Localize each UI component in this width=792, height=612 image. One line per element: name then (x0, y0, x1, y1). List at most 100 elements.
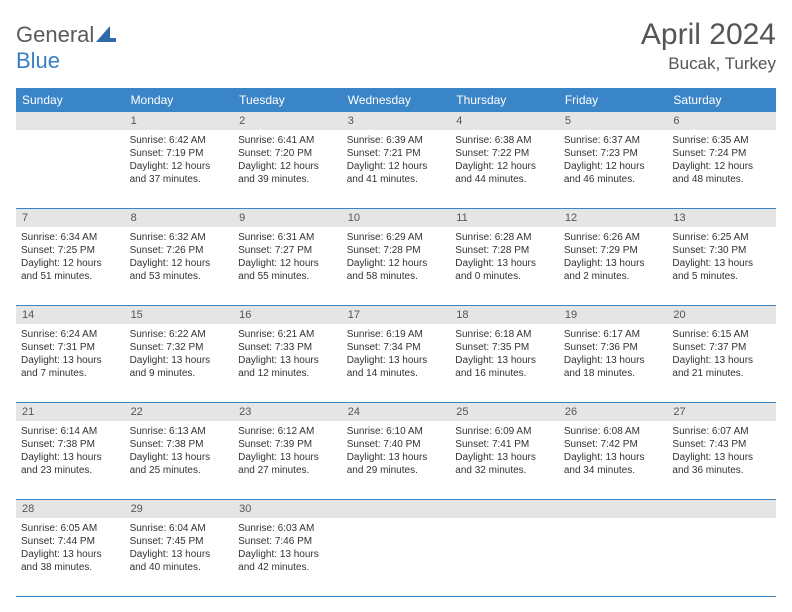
day-number: 13 (667, 209, 776, 227)
day-cell: Sunrise: 6:04 AMSunset: 7:45 PMDaylight:… (125, 518, 234, 596)
day-cell: Sunrise: 6:29 AMSunset: 7:28 PMDaylight:… (342, 227, 451, 305)
daylight-text: Daylight: 13 hours and 40 minutes. (130, 548, 229, 574)
sunrise-text: Sunrise: 6:26 AM (564, 231, 663, 244)
sunset-text: Sunset: 7:28 PM (347, 244, 446, 257)
day-cell: Sunrise: 6:26 AMSunset: 7:29 PMDaylight:… (559, 227, 668, 305)
weekday-header: Monday (125, 88, 234, 112)
sunset-text: Sunset: 7:36 PM (564, 341, 663, 354)
day-number-row: 21222324252627 (16, 403, 776, 421)
page-header: General Blue April 2024 Bucak, Turkey (16, 18, 776, 74)
daylight-text: Daylight: 12 hours and 37 minutes. (130, 160, 229, 186)
day-cell: Sunrise: 6:08 AMSunset: 7:42 PMDaylight:… (559, 421, 668, 499)
daylight-text: Daylight: 12 hours and 39 minutes. (238, 160, 337, 186)
logo-text-gray: General (16, 22, 94, 47)
title-block: April 2024 Bucak, Turkey (641, 18, 776, 74)
sunset-text: Sunset: 7:40 PM (347, 438, 446, 451)
sunrise-text: Sunrise: 6:15 AM (672, 328, 771, 341)
day-cell (667, 518, 776, 596)
sunrise-text: Sunrise: 6:28 AM (455, 231, 554, 244)
day-number: 21 (16, 403, 125, 421)
sunset-text: Sunset: 7:37 PM (672, 341, 771, 354)
sunrise-text: Sunrise: 6:07 AM (672, 425, 771, 438)
day-number: 9 (233, 209, 342, 227)
day-cell: Sunrise: 6:24 AMSunset: 7:31 PMDaylight:… (16, 324, 125, 402)
day-number: 1 (125, 112, 234, 130)
daylight-text: Daylight: 13 hours and 18 minutes. (564, 354, 663, 380)
day-cell: Sunrise: 6:05 AMSunset: 7:44 PMDaylight:… (16, 518, 125, 596)
weekday-header-row: Sunday Monday Tuesday Wednesday Thursday… (16, 88, 776, 112)
sunset-text: Sunset: 7:33 PM (238, 341, 337, 354)
daylight-text: Daylight: 12 hours and 48 minutes. (672, 160, 771, 186)
sunrise-text: Sunrise: 6:31 AM (238, 231, 337, 244)
day-number: 30 (233, 500, 342, 518)
sunset-text: Sunset: 7:46 PM (238, 535, 337, 548)
sunrise-text: Sunrise: 6:05 AM (21, 522, 120, 535)
sunrise-text: Sunrise: 6:17 AM (564, 328, 663, 341)
day-cell: Sunrise: 6:13 AMSunset: 7:38 PMDaylight:… (125, 421, 234, 499)
sunset-text: Sunset: 7:31 PM (21, 341, 120, 354)
sunrise-text: Sunrise: 6:32 AM (130, 231, 229, 244)
sunset-text: Sunset: 7:44 PM (21, 535, 120, 548)
day-number-row: 123456 (16, 112, 776, 130)
day-number-row: 78910111213 (16, 209, 776, 227)
sunset-text: Sunset: 7:23 PM (564, 147, 663, 160)
day-cell: Sunrise: 6:41 AMSunset: 7:20 PMDaylight:… (233, 130, 342, 208)
day-number: 12 (559, 209, 668, 227)
day-cell: Sunrise: 6:22 AMSunset: 7:32 PMDaylight:… (125, 324, 234, 402)
logo-text-blue: Blue (16, 48, 60, 73)
sunset-text: Sunset: 7:19 PM (130, 147, 229, 160)
day-number (16, 112, 125, 130)
day-number-row: 282930 (16, 500, 776, 518)
sunset-text: Sunset: 7:27 PM (238, 244, 337, 257)
sunset-text: Sunset: 7:21 PM (347, 147, 446, 160)
daylight-text: Daylight: 12 hours and 44 minutes. (455, 160, 554, 186)
week-row: Sunrise: 6:24 AMSunset: 7:31 PMDaylight:… (16, 324, 776, 403)
daylight-text: Daylight: 13 hours and 7 minutes. (21, 354, 120, 380)
sunrise-text: Sunrise: 6:39 AM (347, 134, 446, 147)
sunset-text: Sunset: 7:38 PM (130, 438, 229, 451)
day-number: 6 (667, 112, 776, 130)
sunrise-text: Sunrise: 6:10 AM (347, 425, 446, 438)
sunset-text: Sunset: 7:39 PM (238, 438, 337, 451)
day-cell: Sunrise: 6:15 AMSunset: 7:37 PMDaylight:… (667, 324, 776, 402)
sunrise-text: Sunrise: 6:19 AM (347, 328, 446, 341)
day-number: 19 (559, 306, 668, 324)
sunrise-text: Sunrise: 6:34 AM (21, 231, 120, 244)
daylight-text: Daylight: 13 hours and 21 minutes. (672, 354, 771, 380)
daylight-text: Daylight: 13 hours and 14 minutes. (347, 354, 446, 380)
daylight-text: Daylight: 13 hours and 25 minutes. (130, 451, 229, 477)
day-number: 24 (342, 403, 451, 421)
sunset-text: Sunset: 7:26 PM (130, 244, 229, 257)
day-number (342, 500, 451, 518)
location-label: Bucak, Turkey (641, 54, 776, 74)
sunset-text: Sunset: 7:22 PM (455, 147, 554, 160)
sunset-text: Sunset: 7:28 PM (455, 244, 554, 257)
day-cell: Sunrise: 6:25 AMSunset: 7:30 PMDaylight:… (667, 227, 776, 305)
week-row: Sunrise: 6:34 AMSunset: 7:25 PMDaylight:… (16, 227, 776, 306)
weekday-header: Thursday (450, 88, 559, 112)
sunrise-text: Sunrise: 6:14 AM (21, 425, 120, 438)
logo-sail-icon (96, 26, 116, 42)
day-number: 28 (16, 500, 125, 518)
day-number: 8 (125, 209, 234, 227)
day-number: 20 (667, 306, 776, 324)
day-number (559, 500, 668, 518)
sunset-text: Sunset: 7:29 PM (564, 244, 663, 257)
daylight-text: Daylight: 12 hours and 51 minutes. (21, 257, 120, 283)
day-cell: Sunrise: 6:07 AMSunset: 7:43 PMDaylight:… (667, 421, 776, 499)
weekday-header: Sunday (16, 88, 125, 112)
sunset-text: Sunset: 7:25 PM (21, 244, 120, 257)
daylight-text: Daylight: 13 hours and 36 minutes. (672, 451, 771, 477)
day-number: 22 (125, 403, 234, 421)
weekday-header: Friday (559, 88, 668, 112)
day-cell: Sunrise: 6:39 AMSunset: 7:21 PMDaylight:… (342, 130, 451, 208)
day-cell: Sunrise: 6:12 AMSunset: 7:39 PMDaylight:… (233, 421, 342, 499)
daylight-text: Daylight: 13 hours and 29 minutes. (347, 451, 446, 477)
sunset-text: Sunset: 7:30 PM (672, 244, 771, 257)
day-number: 7 (16, 209, 125, 227)
day-cell: Sunrise: 6:14 AMSunset: 7:38 PMDaylight:… (16, 421, 125, 499)
day-number (667, 500, 776, 518)
sunrise-text: Sunrise: 6:35 AM (672, 134, 771, 147)
day-cell: Sunrise: 6:03 AMSunset: 7:46 PMDaylight:… (233, 518, 342, 596)
daylight-text: Daylight: 12 hours and 55 minutes. (238, 257, 337, 283)
